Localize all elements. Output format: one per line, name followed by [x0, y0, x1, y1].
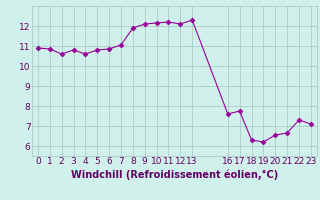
X-axis label: Windchill (Refroidissement éolien,°C): Windchill (Refroidissement éolien,°C)	[71, 169, 278, 180]
